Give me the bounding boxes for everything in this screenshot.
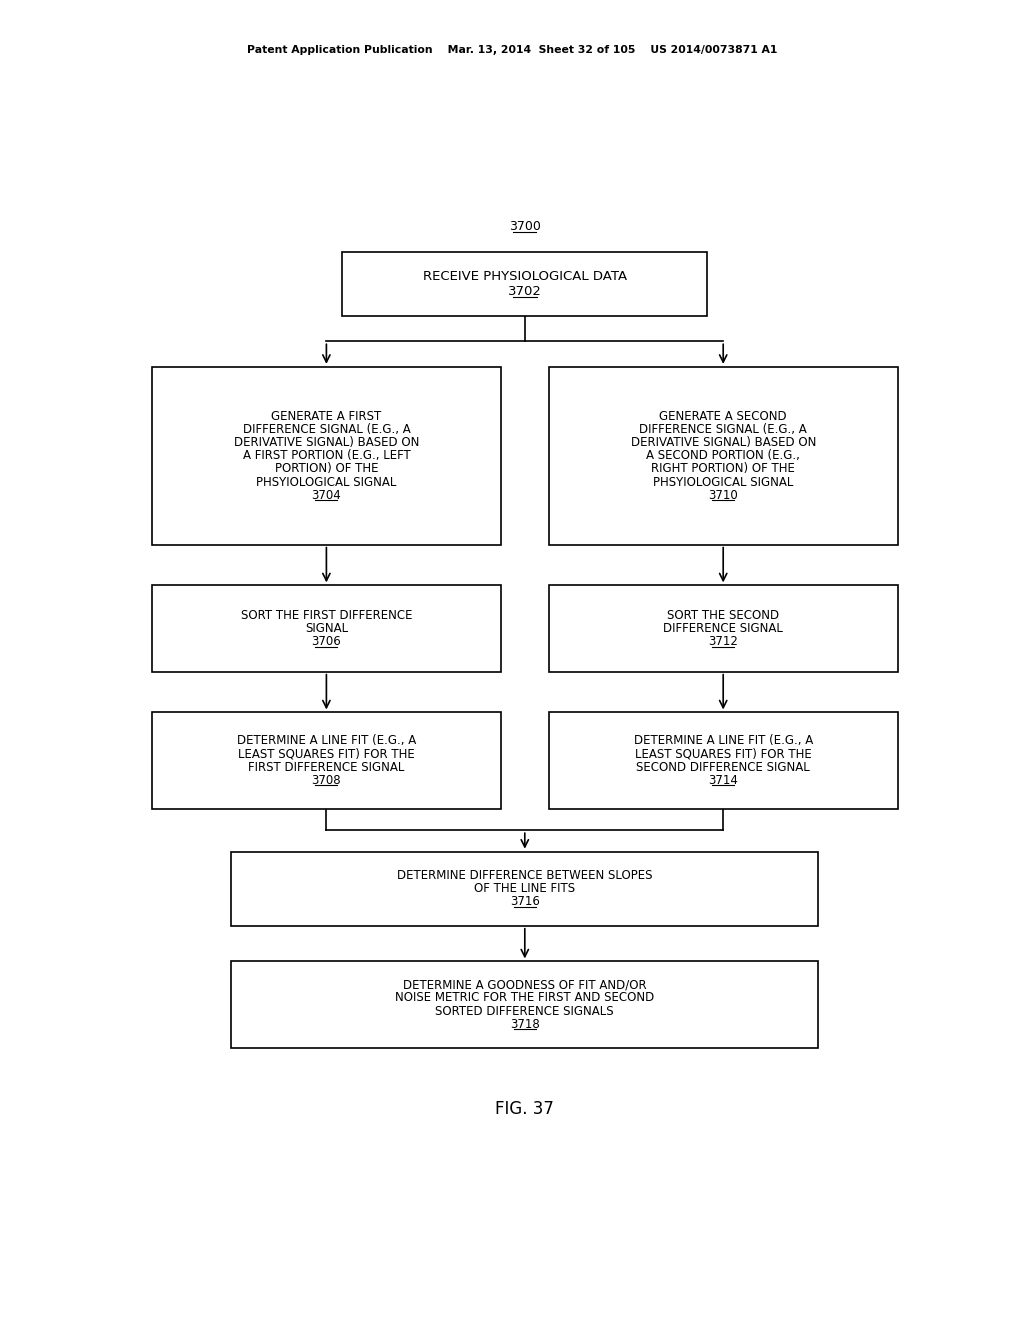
- Text: SIGNAL: SIGNAL: [305, 622, 348, 635]
- Text: SORT THE SECOND: SORT THE SECOND: [668, 609, 779, 622]
- Text: 3710: 3710: [709, 488, 738, 502]
- Text: DERIVATIVE SIGNAL) BASED ON: DERIVATIVE SIGNAL) BASED ON: [233, 436, 419, 449]
- Text: A SECOND PORTION (E.G.,: A SECOND PORTION (E.G.,: [646, 449, 800, 462]
- Text: 3706: 3706: [311, 635, 341, 648]
- Text: LEAST SQUARES FIT) FOR THE: LEAST SQUARES FIT) FOR THE: [238, 747, 415, 760]
- Text: 3714: 3714: [709, 774, 738, 787]
- Text: DIFFERENCE SIGNAL (E.G., A: DIFFERENCE SIGNAL (E.G., A: [639, 422, 807, 436]
- FancyBboxPatch shape: [549, 585, 898, 672]
- Text: NOISE METRIC FOR THE FIRST AND SECOND: NOISE METRIC FOR THE FIRST AND SECOND: [395, 991, 654, 1005]
- Text: PHSYIOLOGICAL SIGNAL: PHSYIOLOGICAL SIGNAL: [256, 475, 396, 488]
- Text: 3702: 3702: [508, 285, 542, 298]
- Text: GENERATE A SECOND: GENERATE A SECOND: [659, 409, 787, 422]
- FancyBboxPatch shape: [152, 713, 501, 809]
- Text: DETERMINE A LINE FIT (E.G., A: DETERMINE A LINE FIT (E.G., A: [634, 734, 813, 747]
- Text: SORT THE FIRST DIFFERENCE: SORT THE FIRST DIFFERENCE: [241, 609, 412, 622]
- Text: 3708: 3708: [311, 774, 341, 787]
- Text: DIFFERENCE SIGNAL (E.G., A: DIFFERENCE SIGNAL (E.G., A: [243, 422, 411, 436]
- Text: 3716: 3716: [510, 895, 540, 908]
- FancyBboxPatch shape: [231, 961, 818, 1048]
- Text: PORTION) OF THE: PORTION) OF THE: [274, 462, 378, 475]
- FancyBboxPatch shape: [152, 367, 501, 545]
- Text: 3700: 3700: [509, 220, 541, 234]
- Text: RECEIVE PHYSIOLOGICAL DATA: RECEIVE PHYSIOLOGICAL DATA: [423, 271, 627, 282]
- Text: DIFFERENCE SIGNAL: DIFFERENCE SIGNAL: [664, 622, 783, 635]
- Text: A FIRST PORTION (E.G., LEFT: A FIRST PORTION (E.G., LEFT: [243, 449, 411, 462]
- Text: OF THE LINE FITS: OF THE LINE FITS: [474, 882, 575, 895]
- Text: LEAST SQUARES FIT) FOR THE: LEAST SQUARES FIT) FOR THE: [635, 747, 812, 760]
- Text: DETERMINE DIFFERENCE BETWEEN SLOPES: DETERMINE DIFFERENCE BETWEEN SLOPES: [397, 869, 652, 882]
- FancyBboxPatch shape: [342, 252, 708, 315]
- Text: SECOND DIFFERENCE SIGNAL: SECOND DIFFERENCE SIGNAL: [636, 760, 810, 774]
- FancyBboxPatch shape: [549, 367, 898, 545]
- Text: Patent Application Publication    Mar. 13, 2014  Sheet 32 of 105    US 2014/0073: Patent Application Publication Mar. 13, …: [247, 45, 777, 55]
- Text: FIRST DIFFERENCE SIGNAL: FIRST DIFFERENCE SIGNAL: [248, 760, 404, 774]
- Text: 3712: 3712: [709, 635, 738, 648]
- Text: SORTED DIFFERENCE SIGNALS: SORTED DIFFERENCE SIGNALS: [435, 1005, 614, 1018]
- FancyBboxPatch shape: [549, 713, 898, 809]
- Text: DERIVATIVE SIGNAL) BASED ON: DERIVATIVE SIGNAL) BASED ON: [631, 436, 816, 449]
- Text: FIG. 37: FIG. 37: [496, 1100, 554, 1118]
- FancyBboxPatch shape: [152, 585, 501, 672]
- Text: DETERMINE A GOODNESS OF FIT AND/OR: DETERMINE A GOODNESS OF FIT AND/OR: [403, 978, 646, 991]
- Text: GENERATE A FIRST: GENERATE A FIRST: [271, 409, 382, 422]
- Text: 3704: 3704: [311, 488, 341, 502]
- FancyBboxPatch shape: [231, 851, 818, 925]
- Text: PHSYIOLOGICAL SIGNAL: PHSYIOLOGICAL SIGNAL: [653, 475, 794, 488]
- Text: 3718: 3718: [510, 1018, 540, 1031]
- Text: DETERMINE A LINE FIT (E.G., A: DETERMINE A LINE FIT (E.G., A: [237, 734, 416, 747]
- Text: RIGHT PORTION) OF THE: RIGHT PORTION) OF THE: [651, 462, 796, 475]
